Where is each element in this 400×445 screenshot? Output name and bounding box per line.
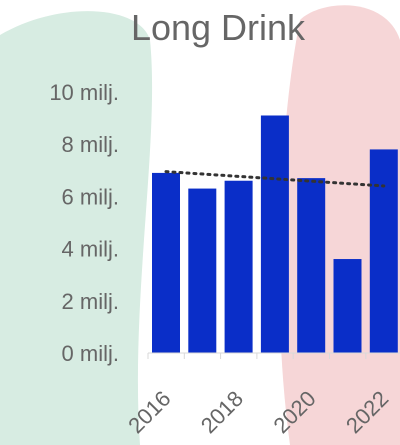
- bars: [152, 115, 398, 354]
- y-tick-label: 10 milj.: [49, 80, 119, 105]
- y-tick-label: 2 milj.: [62, 289, 119, 314]
- y-tick-label: 6 milj.: [62, 184, 119, 209]
- y-tick-label: 4 milj.: [62, 237, 119, 262]
- bar: [188, 188, 217, 353]
- trendline: [164, 170, 386, 188]
- bar: [369, 149, 398, 353]
- bar: [224, 180, 253, 353]
- bar: [260, 115, 289, 354]
- bar: [297, 178, 326, 353]
- chart-title: Long Drink: [131, 7, 306, 48]
- y-axis: 0 milj. 2 milj. 4 milj. 6 milj. 8 milj. 10 mi…: [49, 80, 119, 366]
- x-tick-label: 2018: [196, 386, 248, 438]
- y-tick-label: 8 milj.: [62, 132, 119, 157]
- background-green-shape: [0, 11, 153, 445]
- bar: [152, 172, 180, 353]
- bar: [333, 259, 362, 353]
- y-tick-label: 0 milj.: [62, 341, 119, 366]
